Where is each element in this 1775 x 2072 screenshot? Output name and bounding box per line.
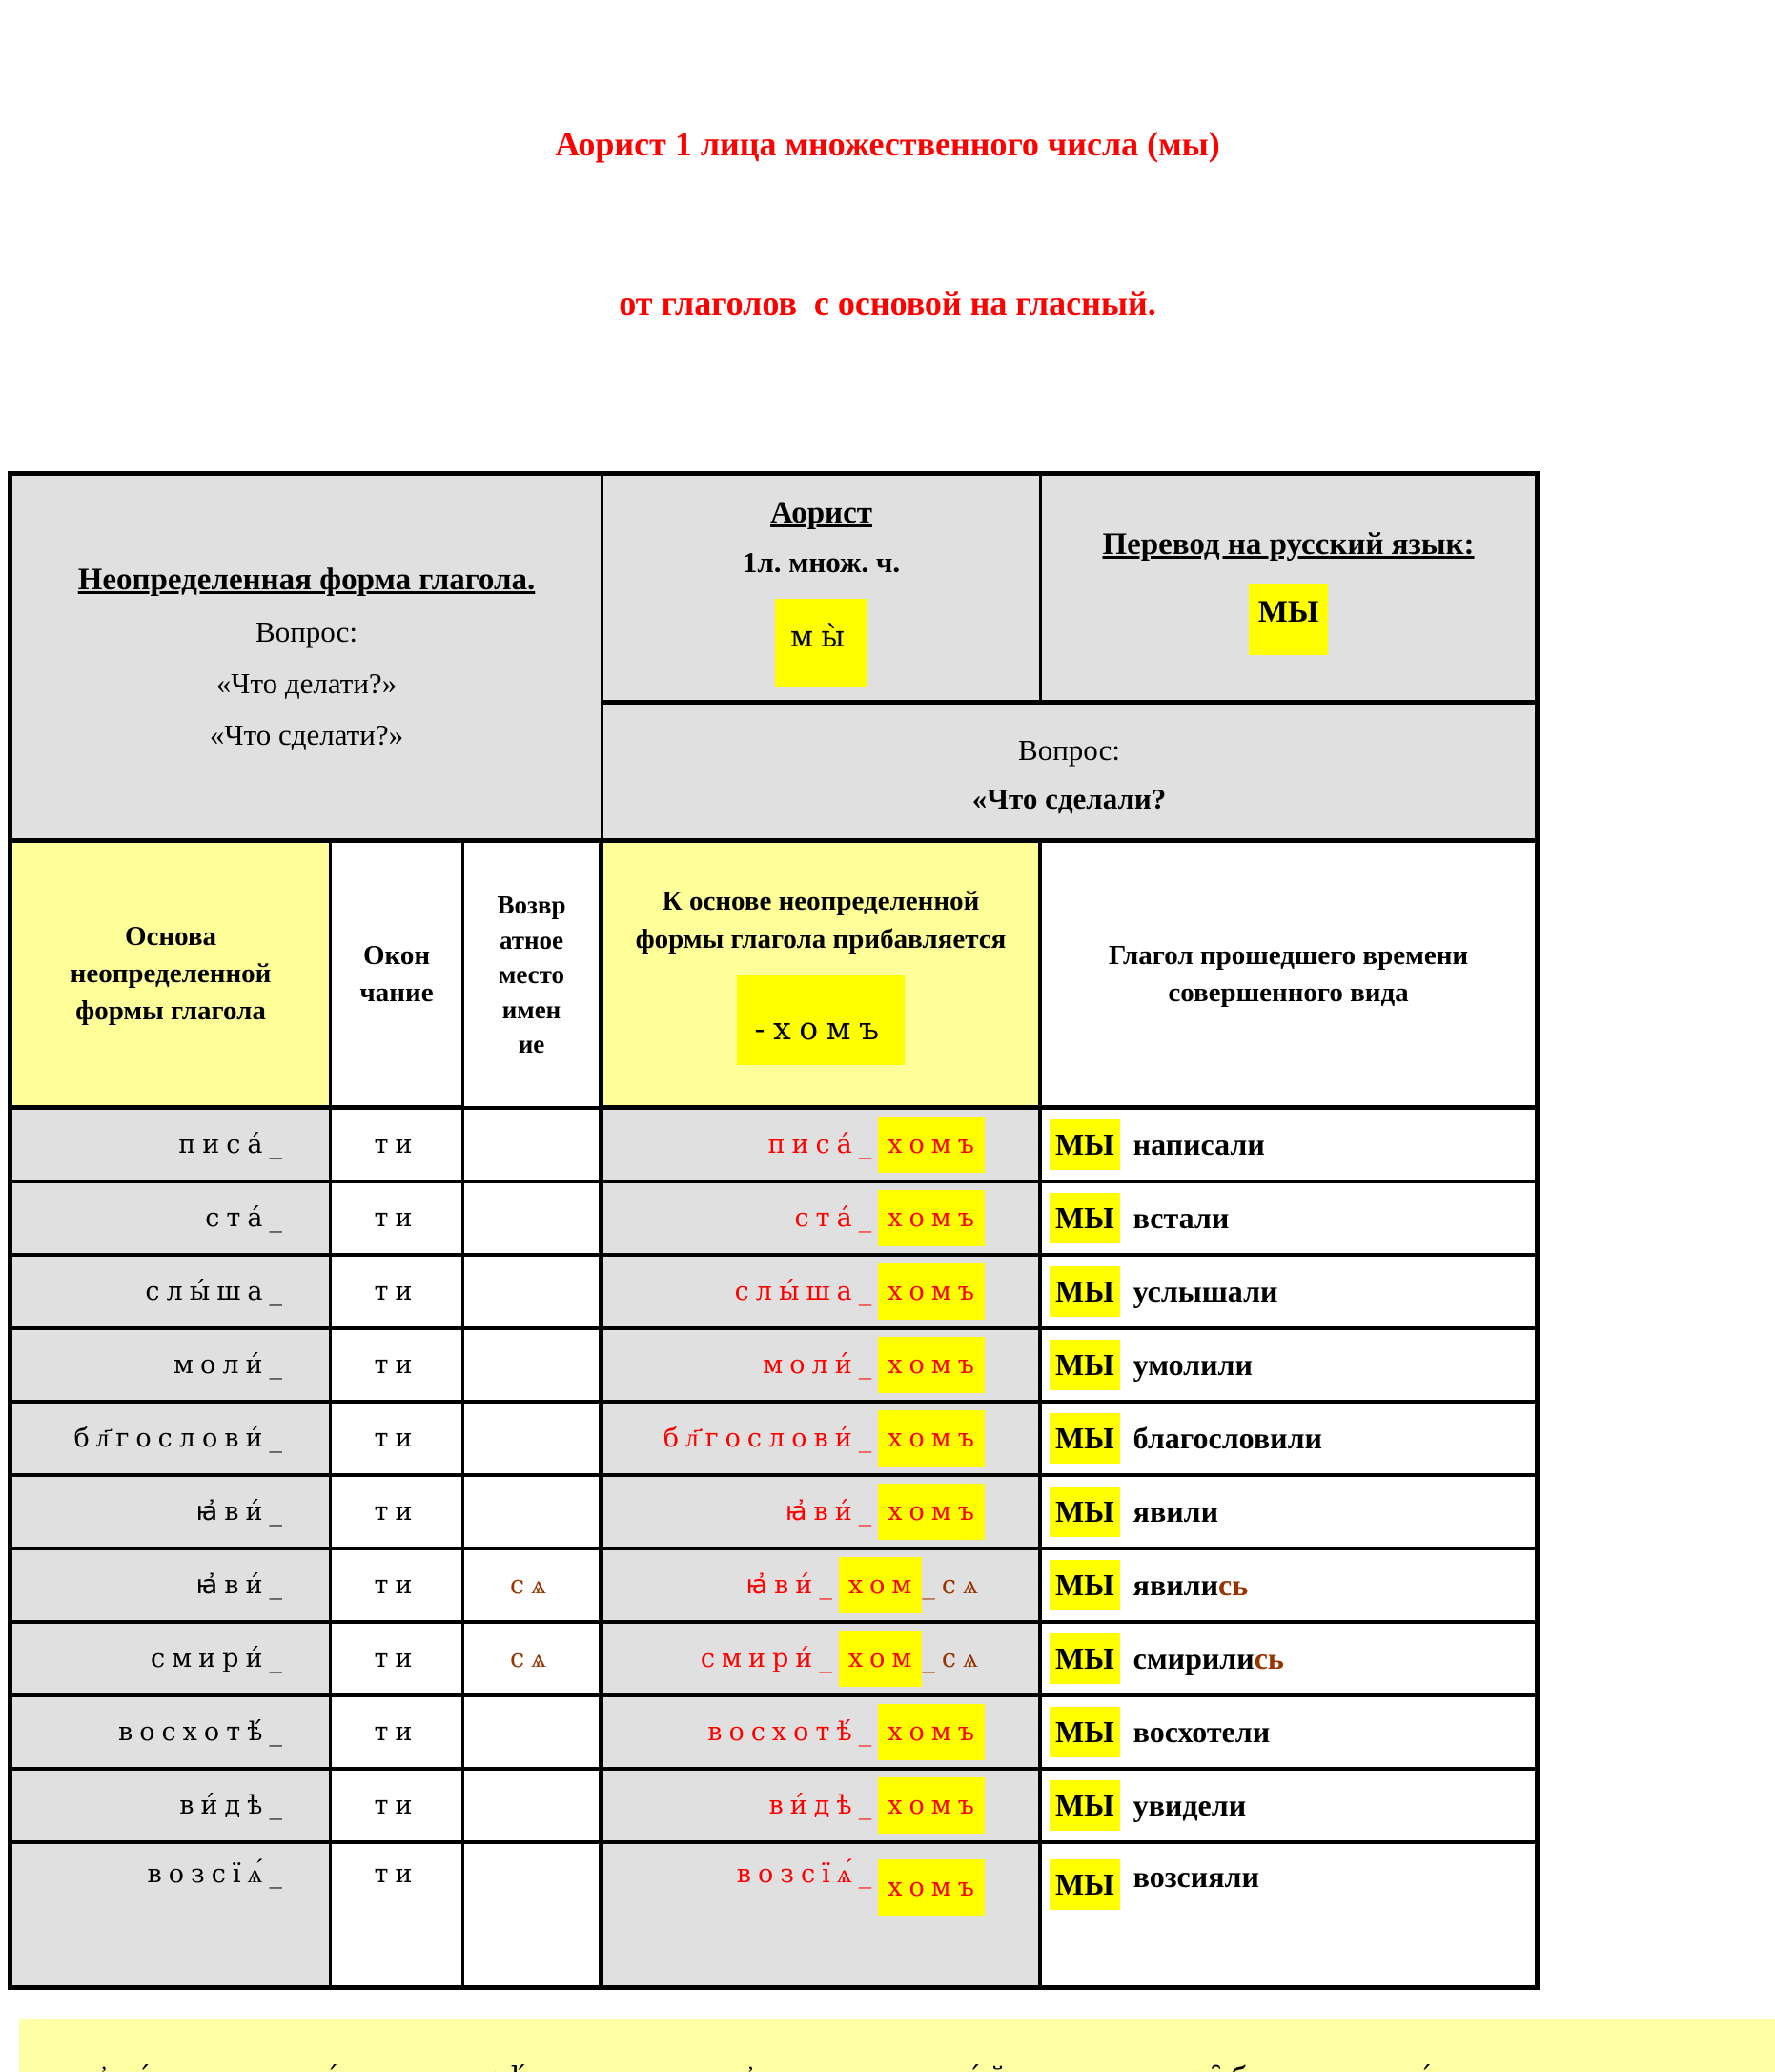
row-translation: МЫ услышали xyxy=(1042,1257,1535,1331)
header-aorist-cell: Аорист 1л. множ. ч. мы̀ xyxy=(603,476,1042,706)
subheader-aorist-suffix-highlight: -хомъ xyxy=(737,974,905,1066)
row-reflexive: сѧ xyxy=(464,1624,603,1698)
row-stem: восхотѣ́_ xyxy=(12,1697,332,1772)
header-merged-question-label: Вопрос: xyxy=(1018,733,1120,768)
row-translation: МЫ восхотели xyxy=(1042,1697,1535,1772)
row-reflexive: сѧ xyxy=(464,1550,603,1625)
row-reflexive xyxy=(464,1110,603,1184)
row-ending: ти xyxy=(332,1624,464,1698)
subheader-reflexive: Возвр атное место имен ие xyxy=(464,843,603,1111)
row-reflexive xyxy=(464,1477,603,1551)
row-stem: писа́_ xyxy=(12,1110,332,1184)
subheader-aorist-rule: К основе неопределенной формы глагола пр… xyxy=(603,843,1042,1111)
row-aorist: слы́ша_ хомъ xyxy=(603,1257,1042,1331)
row-ending: ти xyxy=(332,1771,464,1845)
header-translation-cell: Перевод на русский язык: МЫ xyxy=(1042,476,1535,706)
row-translation: МЫ увидели xyxy=(1042,1771,1535,1845)
conjugation-table: Неопределенная форма глагола. Вопрос: «Ч… xyxy=(8,471,1540,1991)
row-aorist: смири́_ хом _сѧ xyxy=(603,1624,1042,1698)
subheader-stem: Основа неопределенной формы глагола xyxy=(12,843,332,1111)
header-translation-pronoun-highlight: МЫ xyxy=(1248,584,1329,656)
row-ending: ти xyxy=(332,1330,464,1405)
row-translation: МЫ явили xyxy=(1042,1477,1535,1551)
row-ending: ти xyxy=(332,1404,464,1478)
row-aorist: бл҃гослови́_ хомъ xyxy=(603,1404,1042,1478)
row-stem: слы́ша_ xyxy=(12,1257,332,1331)
row-aorist: возсїѧ́_ хомъ xyxy=(603,1844,1042,1986)
row-aorist: моли́_ хомъ xyxy=(603,1330,1042,1405)
row-aorist: ви́дѣ_ хомъ xyxy=(603,1771,1042,1845)
row-ending: ти xyxy=(332,1110,464,1184)
header-aorist-pronoun-highlight: мы̀ xyxy=(775,598,867,687)
prayer-excerpt: …ѡ҆чи́сти на́съ грѣ́шныхъ и҆ недосто́йны… xyxy=(19,2019,1775,2072)
row-stem: смири́_ xyxy=(12,1624,332,1698)
header-infinitive-question1: «Что делати?» xyxy=(215,667,398,701)
row-stem: ста́_ xyxy=(12,1183,332,1258)
header-infinitive-title: Неопределенная форма глагола. xyxy=(77,562,536,597)
row-reflexive xyxy=(464,1330,603,1405)
row-aorist: восхотѣ́_ хомъ xyxy=(603,1697,1042,1772)
page-title: Аорист 1 лица множественного числа (мы) … xyxy=(0,11,1775,437)
row-reflexive xyxy=(464,1404,603,1478)
row-aorist: писа́_ хомъ xyxy=(603,1110,1042,1184)
row-ending: ти xyxy=(332,1477,464,1551)
row-translation: МЫ написали xyxy=(1042,1110,1535,1184)
header-infinitive-cell: Неопределенная форма глагола. Вопрос: «Ч… xyxy=(12,476,603,844)
row-stem: ви́дѣ_ xyxy=(12,1771,332,1845)
row-reflexive xyxy=(464,1257,603,1331)
row-translation: МЫ встали xyxy=(1042,1183,1535,1258)
subheader-ending: Окон чание xyxy=(332,843,464,1111)
row-translation: МЫ благословили xyxy=(1042,1404,1535,1478)
header-merged-question: «Что сделали? xyxy=(971,782,1167,816)
header-infinitive-question-label: Вопрос: xyxy=(255,615,357,649)
row-reflexive xyxy=(464,1183,603,1258)
row-translation: МЫ явили сь xyxy=(1042,1550,1535,1625)
header-aorist-title: Аорист xyxy=(770,495,872,530)
row-translation: МЫ возсияли xyxy=(1042,1844,1535,1986)
row-ending: ти xyxy=(332,1697,464,1772)
row-stem: моли́_ xyxy=(12,1330,332,1405)
row-stem: ꙗ҆ви́_ xyxy=(12,1550,332,1625)
row-stem: возсїѧ́_ xyxy=(12,1844,332,1986)
prayer-line1: …ѡ҆чи́сти на́съ грѣ́шныхъ и҆ недосто́йны… xyxy=(51,2043,1765,2072)
row-stem: ꙗ҆ви́_ xyxy=(12,1477,332,1551)
row-stem: бл҃гослови́_ xyxy=(12,1404,332,1478)
row-ending: ти xyxy=(332,1257,464,1331)
row-reflexive xyxy=(464,1771,603,1845)
row-ending: ти xyxy=(332,1844,464,1986)
row-translation: МЫ умолили xyxy=(1042,1330,1535,1405)
row-aorist: ста́_ хомъ xyxy=(603,1183,1042,1258)
page-title-line2: от глаголов с основой на гласный. xyxy=(619,283,1156,322)
header-aorist-sub: 1л. множ. ч. xyxy=(742,545,901,580)
header-merged-question-cell: Вопрос: «Что сделали? xyxy=(603,705,1535,844)
row-translation: МЫ смирили сь xyxy=(1042,1624,1535,1698)
page-title-line1: Аорист 1 лица множественного числа (мы) xyxy=(555,124,1220,163)
header-infinitive-question2: «Что сделати?» xyxy=(209,718,404,752)
row-aorist: ꙗ҆ви́_ хом _сѧ xyxy=(603,1550,1042,1625)
subheader-past-verb: Глагол прошедшего времени совершенного в… xyxy=(1042,843,1535,1111)
row-ending: ти xyxy=(332,1183,464,1258)
row-ending: ти xyxy=(332,1550,464,1625)
row-aorist: ꙗ҆ви́_ хомъ xyxy=(603,1477,1042,1551)
row-reflexive xyxy=(464,1844,603,1986)
row-reflexive xyxy=(464,1697,603,1772)
header-translation-title: Перевод на русский язык: xyxy=(1102,526,1475,562)
